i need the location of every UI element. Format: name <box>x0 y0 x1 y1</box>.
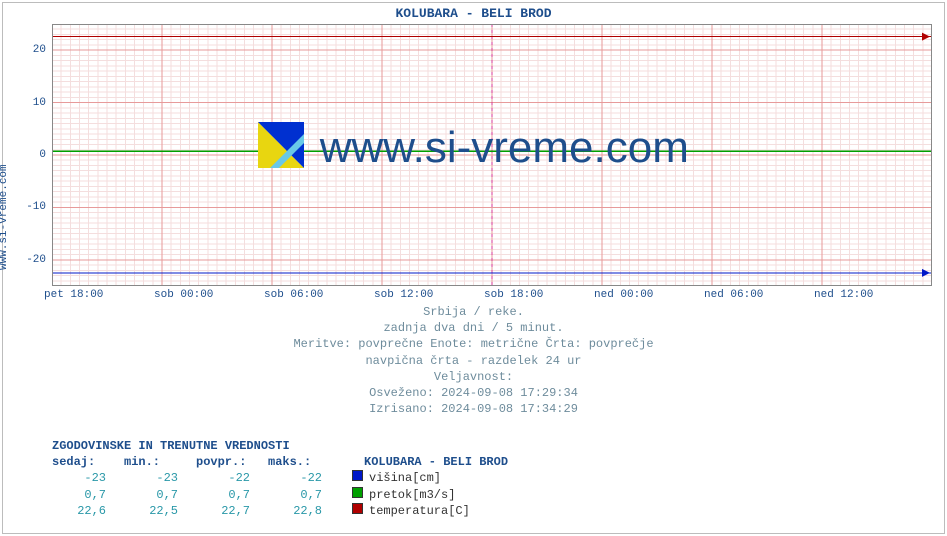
caption-line: Veljavnost: <box>0 369 947 385</box>
legend-value: -22 <box>268 470 340 486</box>
legend-col-header: sedaj: <box>52 454 124 470</box>
legend-value: -23 <box>124 470 196 486</box>
legend-value: 22,6 <box>52 503 124 519</box>
x-tick-label: pet 18:00 <box>44 289 103 301</box>
x-tick-label: sob 06:00 <box>264 289 323 301</box>
caption-line: Izrisano: 2024-09-08 17:34:29 <box>0 401 947 417</box>
legend-col-header: maks.: <box>268 454 340 470</box>
legend-row: 0,70,70,70,7pretok[m3/s] <box>52 487 508 503</box>
legend-value: 0,7 <box>268 487 340 503</box>
legend-value: 22,7 <box>196 503 268 519</box>
legend-row: -23-23-22-22višina[cm] <box>52 470 508 486</box>
legend-block: ZGODOVINSKE IN TRENUTNE VREDNOSTI sedaj:… <box>52 438 508 519</box>
caption-line: Osveženo: 2024-09-08 17:29:34 <box>0 385 947 401</box>
legend-col-header: min.: <box>124 454 196 470</box>
legend-value: 0,7 <box>52 487 124 503</box>
legend-series-label: pretok[m3/s] <box>369 487 455 503</box>
legend-value: 22,5 <box>124 503 196 519</box>
x-tick-label: ned 06:00 <box>704 289 763 301</box>
legend-value: -23 <box>52 470 124 486</box>
chart-svg <box>52 24 932 286</box>
x-tick-label: ned 00:00 <box>594 289 653 301</box>
x-tick-label: sob 18:00 <box>484 289 543 301</box>
legend-col-header: povpr.: <box>196 454 268 470</box>
caption-line: zadnja dva dni / 5 minut. <box>0 320 947 336</box>
y-tick-label: -10 <box>26 201 46 213</box>
caption-line: Meritve: povprečne Enote: metrične Črta:… <box>0 336 947 352</box>
x-tick-label: ned 12:00 <box>814 289 873 301</box>
caption-line: navpična črta - razdelek 24 ur <box>0 353 947 369</box>
legend-series-label: temperatura[C] <box>369 503 470 519</box>
legend-value: 22,8 <box>268 503 340 519</box>
legend-station-label: KOLUBARA - BELI BROD <box>364 454 508 470</box>
legend-value: -22 <box>196 470 268 486</box>
side-url-label: www.si-vreme.com <box>0 164 10 270</box>
caption-block: Srbija / reke. zadnja dva dni / 5 minut.… <box>0 304 947 417</box>
x-tick-label: sob 12:00 <box>374 289 433 301</box>
y-tick-label: -20 <box>26 254 46 266</box>
legend-swatch-icon <box>352 470 363 481</box>
legend-row: 22,622,522,722,8 temperatura[C] <box>52 503 508 519</box>
x-tick-label: sob 00:00 <box>154 289 213 301</box>
chart-title: KOLUBARA - BELI BROD <box>0 6 947 21</box>
y-tick-label: 10 <box>33 97 46 109</box>
legend-swatch-icon <box>352 487 363 498</box>
legend-value: 0,7 <box>124 487 196 503</box>
caption-line: Srbija / reke. <box>0 304 947 320</box>
chart-plot-area: -20-1001020pet 18:00sob 00:00sob 06:00so… <box>52 24 932 286</box>
legend-series-label: višina[cm] <box>369 470 441 486</box>
legend-header-row: sedaj: min.: povpr.: maks.: KOLUBARA - B… <box>52 454 508 470</box>
legend-swatch-icon <box>352 503 363 514</box>
y-tick-label: 0 <box>39 149 46 161</box>
legend-value: 0,7 <box>196 487 268 503</box>
y-tick-label: 20 <box>33 44 46 56</box>
legend-title: ZGODOVINSKE IN TRENUTNE VREDNOSTI <box>52 438 508 454</box>
